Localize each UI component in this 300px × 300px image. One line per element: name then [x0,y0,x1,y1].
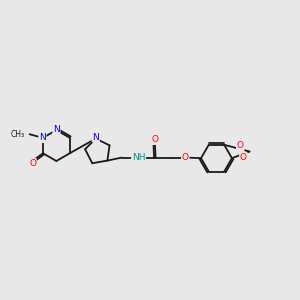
Text: N: N [53,125,60,134]
Text: O: O [152,135,158,144]
Text: CH₃: CH₃ [11,130,25,139]
Text: O: O [29,159,36,168]
Text: N: N [92,133,99,142]
Text: O: O [182,153,189,162]
Text: O: O [237,141,244,150]
Text: NH: NH [132,153,146,162]
Text: N: N [39,133,46,142]
Text: O: O [240,153,247,162]
